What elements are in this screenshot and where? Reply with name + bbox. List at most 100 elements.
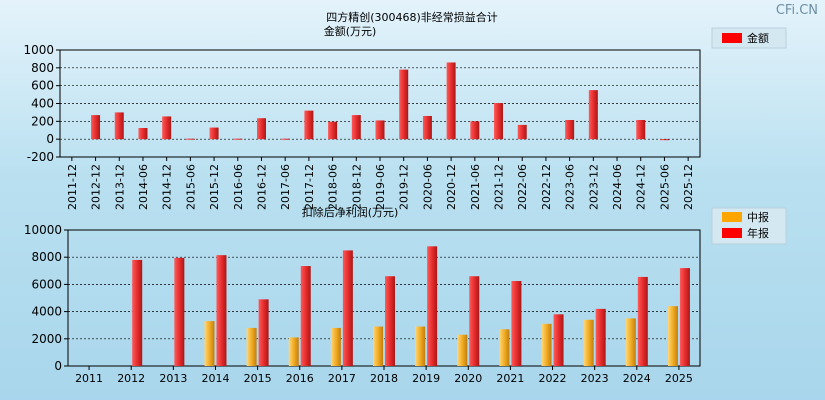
chart1-legend-label: 金额 bbox=[747, 31, 769, 45]
chart1-bar-series0-2022-06 bbox=[517, 124, 527, 140]
x-tick-label: 2019-06 bbox=[374, 164, 387, 210]
x-tick-label: 2016 bbox=[286, 372, 314, 385]
chart1-bar-series0-2016-12 bbox=[256, 118, 266, 140]
x-tick-label: 2023 bbox=[581, 372, 609, 385]
chart2-bar-series1-2018 bbox=[385, 276, 395, 366]
chart2-bar-series1-2024 bbox=[637, 276, 648, 366]
chart2-bar-series0-2017 bbox=[330, 327, 341, 366]
y-tick-label: 0 bbox=[54, 359, 62, 373]
chart1-legend-swatch bbox=[722, 33, 742, 43]
chart2-bar-series1-2015 bbox=[258, 299, 269, 366]
x-tick-label: 2022-12 bbox=[540, 164, 553, 210]
chart2-bar-series0-2023 bbox=[583, 319, 594, 366]
y-tick-label: 200 bbox=[31, 114, 54, 128]
x-tick-label: 2024-12 bbox=[635, 164, 648, 210]
x-tick-label: 2015-06 bbox=[184, 164, 197, 210]
chart2-title: 扣除后净利润(万元) bbox=[302, 205, 399, 219]
chart1-bar-series0-2023-12 bbox=[588, 90, 598, 140]
chart1-bar-series0-2021-06 bbox=[470, 121, 480, 140]
chart2-bar-series1-2017 bbox=[342, 250, 353, 366]
x-tick-label: 2014 bbox=[201, 372, 229, 385]
chart2-bar-series0-2025 bbox=[667, 306, 678, 366]
watermark: CFi.CN bbox=[776, 3, 818, 18]
chart2-bar-series1-2019 bbox=[427, 246, 438, 366]
chart2-bar-series0-2015 bbox=[246, 327, 257, 366]
chart1-bar-series0-2017-06 bbox=[280, 138, 290, 140]
x-tick-label: 2016-12 bbox=[255, 164, 268, 210]
chart2-bar-series1-2025 bbox=[679, 268, 690, 366]
y-tick-label: 0 bbox=[46, 132, 54, 146]
x-tick-label: 2014-06 bbox=[137, 164, 150, 210]
chart2-bar-series0-2016 bbox=[288, 337, 299, 366]
chart1-legend: 金额 bbox=[711, 27, 787, 49]
x-tick-label: 2012-12 bbox=[90, 164, 103, 210]
chart1-bar-series0-2015-06 bbox=[185, 138, 195, 140]
x-tick-label: 2018 bbox=[370, 372, 398, 385]
x-tick-label: 2019-12 bbox=[398, 164, 411, 210]
chart2-bar-series1-2022 bbox=[553, 314, 564, 366]
x-tick-label: 2017-06 bbox=[279, 164, 292, 210]
chart1-bar-series0-2023-06 bbox=[565, 119, 575, 140]
chart2-bar-series0-2018 bbox=[373, 326, 383, 366]
chart1-bar-series0-2024-12 bbox=[636, 119, 646, 140]
x-tick-label: 2011-12 bbox=[66, 164, 79, 210]
chart2-bar-series0-2022 bbox=[541, 323, 552, 366]
x-tick-label: 2015-12 bbox=[208, 164, 221, 210]
x-tick-label: 2013 bbox=[159, 372, 187, 385]
chart1-ylabel: 金额(万元) bbox=[324, 24, 377, 38]
x-tick-label: 2024 bbox=[623, 372, 651, 385]
y-tick-label: 1000 bbox=[23, 43, 54, 57]
chart2-legend-swatch-annual bbox=[722, 228, 742, 238]
chart2-bar-series1-2021 bbox=[511, 281, 522, 366]
chart1-bar-series0-2020-12 bbox=[446, 62, 456, 140]
y-tick-label: 6000 bbox=[31, 277, 62, 291]
chart1-bar-series0-2025-06 bbox=[659, 139, 669, 141]
chart2-bar-series1-2014 bbox=[216, 255, 227, 366]
y-tick-label: 10000 bbox=[24, 223, 62, 237]
x-tick-label: 2021-12 bbox=[493, 164, 506, 210]
chart2-bar-series0-2014 bbox=[204, 321, 215, 366]
chart2-bar-series0-2024 bbox=[625, 318, 636, 366]
chart1-bar-series0-2021-12 bbox=[494, 103, 504, 140]
chart2-bar-series0-2019 bbox=[415, 326, 426, 366]
chart2-bar-series0-2020 bbox=[457, 334, 468, 366]
chart1-bar-series0-2019-06 bbox=[375, 120, 385, 140]
chart1-bar-series0-2017-12 bbox=[304, 110, 314, 140]
y-tick-label: 2000 bbox=[31, 332, 62, 346]
chart1-bar-series0-2020-06 bbox=[422, 115, 432, 140]
y-tick-label: 400 bbox=[31, 97, 54, 111]
chart1-bar-series0-2018-12 bbox=[351, 115, 361, 140]
chart2-legend-swatch-interim bbox=[722, 212, 742, 222]
x-tick-label: 2023-06 bbox=[564, 164, 577, 210]
x-tick-label: 2020 bbox=[454, 372, 482, 385]
x-tick-label: 2025-06 bbox=[658, 164, 671, 210]
chart1-bar-series0-2014-12 bbox=[162, 116, 172, 140]
x-tick-label: 2023-12 bbox=[587, 164, 600, 210]
y-tick-label: 800 bbox=[31, 61, 54, 75]
x-tick-label: 2015 bbox=[244, 372, 272, 385]
x-tick-label: 2012 bbox=[117, 372, 145, 385]
chart2-legend-label-interim: 中报 bbox=[747, 210, 769, 224]
chart1-title: 四方精创(300468)非经常损益合计 bbox=[326, 10, 498, 24]
y-tick-label: 600 bbox=[31, 79, 54, 93]
x-tick-label: 2018-06 bbox=[327, 164, 340, 210]
chart1-bar-series0-2016-06 bbox=[233, 138, 243, 140]
x-tick-label: 2011 bbox=[75, 372, 103, 385]
y-tick-label: -200 bbox=[27, 150, 54, 164]
x-tick-label: 2020-12 bbox=[445, 164, 458, 210]
x-tick-label: 2016-06 bbox=[232, 164, 245, 210]
chart1-bar-series0-2015-12 bbox=[209, 127, 219, 140]
x-tick-label: 2022 bbox=[539, 372, 567, 385]
chart1-bar-series0-2019-12 bbox=[399, 69, 409, 140]
chart2-bar-series0-2021 bbox=[499, 329, 510, 366]
chart2-legend: 中报 年报 bbox=[711, 207, 787, 245]
chart1-bar-series0-2018-06 bbox=[328, 121, 338, 140]
chart1-plot: 1000 800 600 400 200 0 -200 2011-12 2012-12 2013-… bbox=[23, 43, 701, 210]
y-tick-label: 8000 bbox=[31, 250, 62, 264]
chart2-bar-series1-2012 bbox=[132, 259, 143, 366]
x-tick-label: 2022-06 bbox=[516, 164, 529, 210]
chart2-bar-series1-2013 bbox=[174, 257, 185, 366]
chart1-bar-series0-2013-12 bbox=[114, 112, 124, 140]
chart1-bar-series0-2012-12 bbox=[91, 115, 101, 140]
